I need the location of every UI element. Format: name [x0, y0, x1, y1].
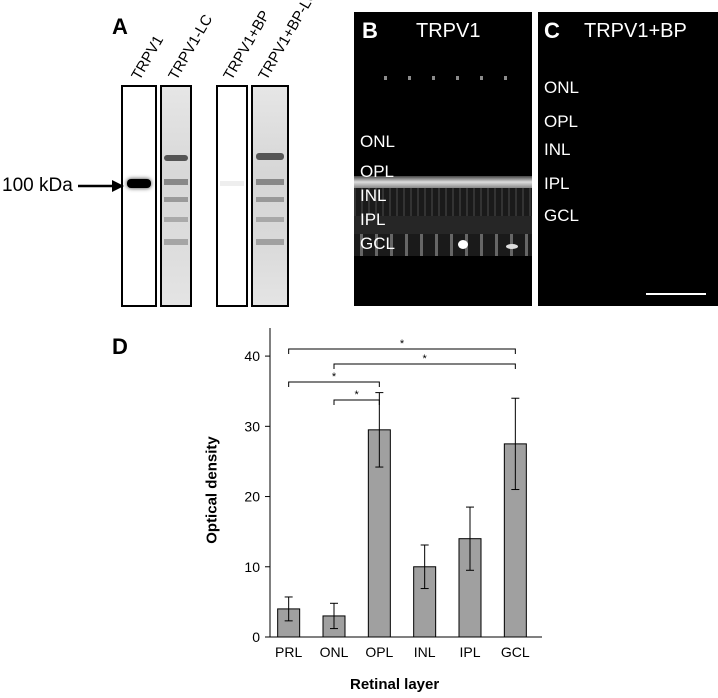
- panel-c-layer-opl: OPL: [544, 112, 579, 131]
- x-tick-label: IPL: [459, 644, 480, 660]
- panel-b-letter: B: [362, 18, 378, 43]
- blot-lane-1: [121, 85, 157, 307]
- x-axis-label: Retinal layer: [350, 676, 440, 693]
- blot-band: [164, 179, 188, 185]
- significance-bracket: [333, 363, 516, 369]
- panel-c-layer-ipl: IPL: [544, 174, 570, 193]
- inl-signal: [354, 188, 532, 216]
- gcl-bright-cell: [458, 240, 468, 249]
- y-tick-label: 30: [244, 418, 260, 434]
- significance-star: *: [332, 371, 337, 383]
- panel-c-layer-onl: ONL: [544, 78, 579, 97]
- bar-chart: 0 10 20 30 40 PRL ONL OPL INL IPL GCL * * * *: [244, 328, 542, 660]
- lane-label-1: TRPV1: [128, 32, 168, 83]
- panel-b-layer-opl: OPL: [360, 162, 395, 181]
- panel-c-layer-gcl: GCL: [544, 206, 579, 225]
- blot-band: [256, 217, 284, 222]
- blot-band: [220, 181, 244, 186]
- blot-band: [164, 239, 188, 245]
- x-tick-label: GCL: [501, 644, 530, 660]
- significance-star: *: [423, 353, 428, 365]
- opl-signal: [354, 176, 532, 188]
- photoreceptor-signal: [384, 76, 524, 80]
- marker-label: 100 kDa: [2, 175, 73, 196]
- lane-label-2: TRPV1-LC: [165, 11, 217, 83]
- y-tick-label: 10: [244, 559, 260, 575]
- marker-arrow-icon: [78, 180, 124, 192]
- blot-band: [256, 239, 284, 245]
- blot-band: [164, 155, 188, 161]
- blot-band: [164, 217, 188, 222]
- panel-c-layer-inl: INL: [544, 140, 571, 159]
- panel-b-layer-ipl: IPL: [360, 210, 386, 229]
- blot-band: [256, 153, 284, 160]
- blot-band: [256, 197, 284, 202]
- y-axis-label: Optical density: [203, 436, 221, 544]
- y-tick-label: 40: [244, 348, 260, 364]
- panel-b-layer-gcl: GCL: [360, 234, 395, 253]
- significance-star: *: [355, 389, 360, 401]
- panel-c-title: TRPV1+BP: [584, 20, 687, 42]
- ipl-signal: [354, 216, 532, 234]
- panel-a-letter: A: [112, 14, 128, 39]
- y-tick-label: 0: [252, 629, 260, 645]
- x-tick-label: PRL: [275, 644, 302, 660]
- significance-bracket: [288, 381, 380, 387]
- panel-c-letter: C: [544, 18, 560, 43]
- blot-lane-4: [251, 85, 289, 307]
- blot-band: [164, 197, 188, 202]
- panel-b-layer-onl: ONL: [360, 132, 395, 151]
- blot-lane-2: [160, 85, 192, 307]
- micrograph-b: B TRPV1 ONL OPL INL IPL GCL: [354, 12, 532, 306]
- significance-bracket: [288, 348, 516, 354]
- blot-lane-3: [216, 85, 248, 307]
- x-tick-label: INL: [414, 644, 436, 660]
- micrograph-c: C TRPV1+BP ONL OPL INL IPL GCL: [538, 12, 718, 306]
- blot-band: [256, 179, 284, 185]
- blot-band: [127, 179, 151, 188]
- scale-bar: [646, 293, 706, 295]
- panel-b-layer-inl: INL: [360, 186, 387, 205]
- x-tick-label: OPL: [365, 644, 393, 660]
- panel-b-title: TRPV1: [416, 20, 481, 42]
- y-tick-label: 20: [244, 489, 260, 505]
- gcl-signal: [354, 234, 532, 256]
- significance-bracket: [333, 399, 380, 405]
- panel-d-letter: D: [112, 334, 128, 359]
- significance-star: *: [400, 338, 405, 350]
- x-tick-label: ONL: [320, 644, 349, 660]
- gcl-bright-cell: [506, 244, 518, 249]
